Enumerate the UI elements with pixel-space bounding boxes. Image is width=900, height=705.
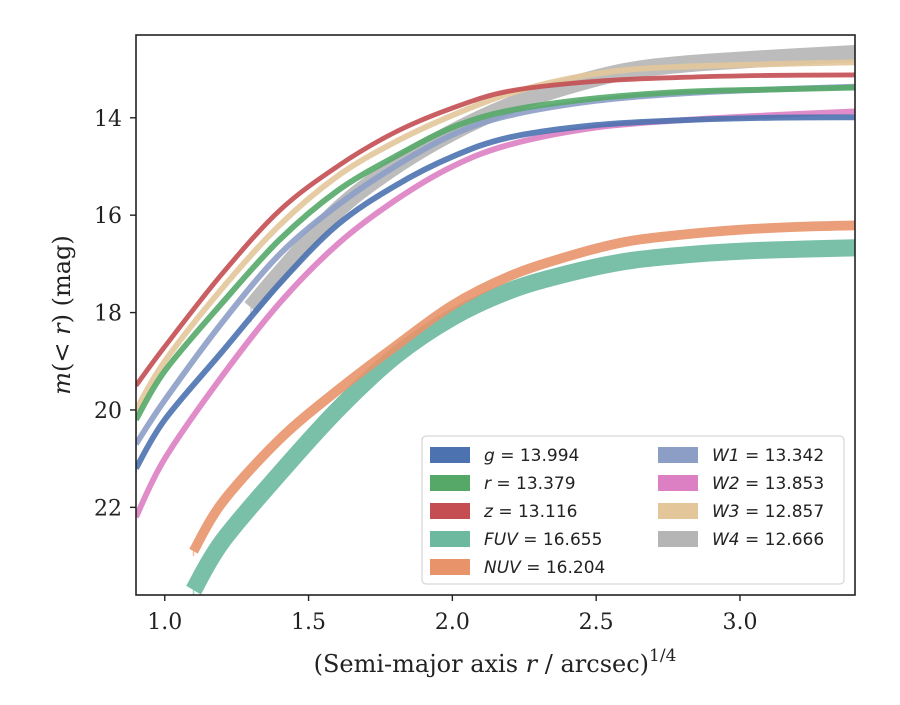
x-axis-ticks: 1.0 1.5 2.0 2.5 3.0 [147,595,757,635]
x-axis-title: (Semi-major axis r / arcsec)1/4 [314,646,677,678]
legend-label: W2 = 13.853 [712,474,824,494]
legend-label: FUV = 16.655 [484,530,602,550]
legend-label: r = 13.379 [484,474,576,494]
legend-item-w4: W4 = 12.666 [658,530,824,550]
legend-label: g = 13.994 [484,446,579,466]
legend-swatch [430,559,470,575]
series-r [136,84,855,435]
legend-label: z = 13.116 [483,502,577,522]
legend-box [421,435,845,585]
x-tick-label: 3.0 [722,610,757,635]
legend-label: W1 = 13.342 [712,446,824,466]
legend-swatch [658,503,698,519]
series-g [136,114,855,474]
series-z-curve [136,72,855,388]
x-tick-label: 1.0 [147,610,182,635]
legend-item-fuv: FUV = 16.655 [430,530,602,550]
series-layer [136,44,855,595]
legend-item-g: g = 13.994 [430,446,579,466]
series-nuv-curve [189,220,855,554]
series-w4-curve [244,44,855,314]
legend-label: W4 = 12.666 [712,530,824,550]
legend-item-r: r = 13.379 [430,474,576,494]
legend: g = 13.994 r = 13.379 z = 13.116 FUV = 16.6… [421,435,845,585]
legend-item-w3: W3 = 12.857 [658,502,824,522]
x-tick-label: 2.0 [435,610,470,635]
series-fuv-curve [186,239,855,595]
legend-item-z: z = 13.116 [430,502,577,522]
series-nuv [189,220,855,557]
x-tick-label: 1.5 [291,610,326,635]
y-tick-label: 14 [94,107,122,132]
y-tick-label: 18 [94,302,122,327]
legend-label: W3 = 12.857 [712,502,824,522]
y-tick-label: 20 [94,399,122,424]
legend-items: g = 13.994 r = 13.379 z = 13.116 FUV = 16.6… [430,446,824,578]
y-tick-label: 16 [94,204,122,229]
legend-swatch [658,447,698,463]
series-r-curve [136,84,855,422]
plot-frame [135,34,856,596]
y-axis-ticks: 14 16 18 20 22 [94,107,136,521]
legend-item-w1: W1 = 13.342 [658,446,824,466]
legend-swatch [430,503,470,519]
legend-item-nuv: NUV = 16.204 [430,558,605,578]
legend-label: NUV = 16.204 [484,558,605,578]
y-tick-label: 22 [94,496,122,521]
series-w3 [136,59,855,420]
series-g-curve [136,114,855,470]
legend-swatch [430,447,470,463]
series-w3-curve [136,59,855,412]
legend-swatch [658,475,698,491]
legend-swatch [430,475,470,491]
series-z [136,72,855,391]
legend-item-w2: W2 = 13.853 [658,474,824,494]
y-axis-title: m(< r) (mag) [48,235,76,395]
legend-swatch [430,531,470,547]
legend-swatch [658,531,698,547]
series-fuv [186,239,855,595]
x-tick-label: 2.5 [579,610,614,635]
